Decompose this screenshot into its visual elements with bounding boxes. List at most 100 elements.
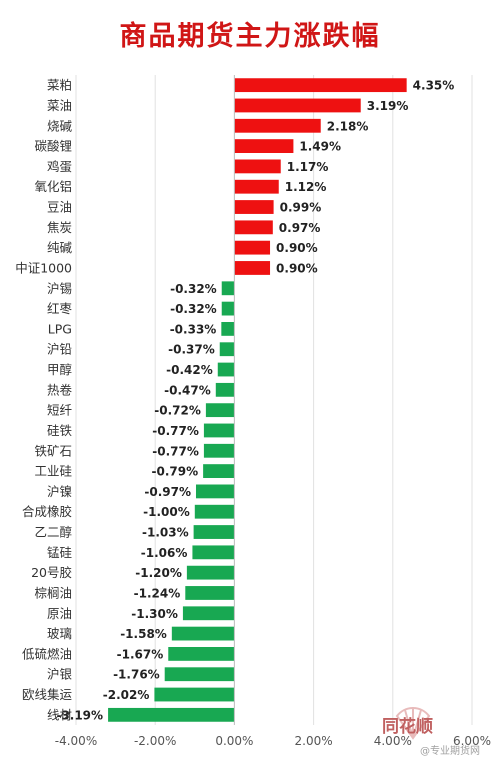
bar: [221, 301, 235, 316]
data-label: 1.17%: [287, 160, 329, 174]
bar: [192, 545, 235, 560]
category-label: 合成橡胶: [22, 504, 72, 519]
fan-logo-icon: [395, 707, 431, 740]
data-label: -1.58%: [120, 627, 167, 641]
category-label: 20号胶: [31, 565, 72, 580]
bar: [234, 261, 271, 275]
x-tick-label: 4.00%: [374, 734, 412, 748]
data-label: 3.19%: [367, 99, 409, 113]
category-label: 沪银: [47, 667, 73, 682]
category-label: 乙二醇: [34, 525, 72, 540]
bar: [234, 220, 273, 235]
data-label: -1.03%: [142, 526, 189, 540]
data-label: -0.72%: [154, 404, 201, 418]
bar: [164, 667, 235, 682]
x-tick-label: -4.00%: [55, 734, 97, 748]
data-label: 1.12%: [285, 180, 327, 194]
data-label: 2.18%: [327, 119, 369, 133]
category-label: 焦炭: [47, 220, 72, 235]
x-tick-label: 2.00%: [295, 734, 333, 748]
category-label: 中证1000: [15, 260, 72, 275]
data-label: -1.67%: [117, 647, 164, 661]
data-label: -1.20%: [135, 566, 182, 580]
bar: [195, 484, 235, 499]
data-label: -0.47%: [164, 383, 211, 397]
data-label: -1.00%: [143, 505, 190, 519]
data-label: -1.76%: [113, 668, 160, 682]
data-label: -0.37%: [168, 343, 215, 357]
data-label: -2.02%: [103, 688, 150, 702]
category-label: 硅铁: [47, 423, 73, 438]
bar: [234, 240, 271, 255]
bar: [194, 504, 235, 519]
bar: [193, 525, 235, 539]
data-label: 0.99%: [280, 201, 322, 215]
data-label: 4.35%: [413, 79, 455, 93]
data-label: -0.77%: [152, 444, 199, 458]
bar: [171, 626, 235, 641]
x-tick-label: -2.00%: [134, 734, 176, 748]
category-label: 线材: [47, 707, 72, 722]
bar: [203, 464, 235, 478]
data-label: 0.90%: [276, 261, 318, 275]
data-label: -1.24%: [134, 586, 181, 600]
bar: [217, 362, 235, 377]
category-label: 豆油: [47, 200, 72, 215]
category-label: 红枣: [47, 301, 73, 316]
category-label: 短纤: [47, 403, 73, 418]
category-label: 沪铅: [47, 342, 72, 357]
bar: [221, 281, 235, 296]
bar: [186, 565, 235, 580]
bar: [219, 342, 235, 357]
data-label: -0.32%: [170, 302, 217, 316]
bar: [203, 443, 235, 458]
bar: [234, 139, 294, 153]
category-label: 烧碱: [47, 118, 73, 133]
watermark-handle: @专业期货网: [420, 746, 480, 757]
category-label: 沪锡: [47, 281, 72, 296]
category-label: 工业硅: [34, 464, 72, 479]
data-label: -1.06%: [141, 546, 188, 560]
bar: [234, 78, 407, 93]
bar: [234, 118, 321, 133]
bar: [221, 322, 235, 336]
data-label: -0.33%: [170, 322, 217, 336]
data-label: -1.30%: [131, 607, 178, 621]
bar: [154, 687, 235, 702]
category-label: 欧线集运: [22, 687, 73, 702]
x-tick-label: 0.00%: [215, 734, 253, 748]
bar: [108, 707, 235, 722]
category-label: 氧化铝: [34, 179, 72, 194]
category-label: 菜油: [47, 98, 72, 113]
bar: [185, 586, 235, 600]
chart-title: 商品期货主力涨跌幅: [119, 21, 381, 52]
category-label: 低硫燃油: [22, 646, 72, 661]
category-label: 棕榈油: [34, 585, 72, 600]
bar: [182, 606, 235, 621]
bar: [215, 382, 235, 397]
bar: [205, 403, 235, 418]
category-label: 玻璃: [47, 626, 72, 641]
data-label: -0.32%: [170, 282, 217, 296]
category-label: 碳酸锂: [34, 139, 72, 154]
category-label: LPG: [48, 321, 72, 336]
data-label: -0.42%: [166, 363, 213, 377]
bar: [203, 423, 235, 438]
bar: [168, 647, 235, 661]
category-label: 甲醇: [47, 362, 72, 377]
category-label: 锰硅: [47, 545, 72, 560]
bar: [234, 159, 281, 174]
data-label: -0.77%: [152, 424, 199, 438]
data-label: 0.97%: [279, 221, 321, 235]
category-label: 纯碱: [47, 240, 73, 255]
data-label: -0.97%: [144, 485, 191, 499]
category-label: 沪镍: [47, 484, 72, 499]
x-tick-label: 6.00%: [453, 734, 491, 748]
data-label: -0.79%: [151, 465, 198, 479]
category-label: 热卷: [47, 382, 73, 397]
bar: [234, 98, 361, 113]
watermark-brand: 同花顺: [382, 717, 433, 737]
data-label: 1.49%: [299, 140, 341, 154]
